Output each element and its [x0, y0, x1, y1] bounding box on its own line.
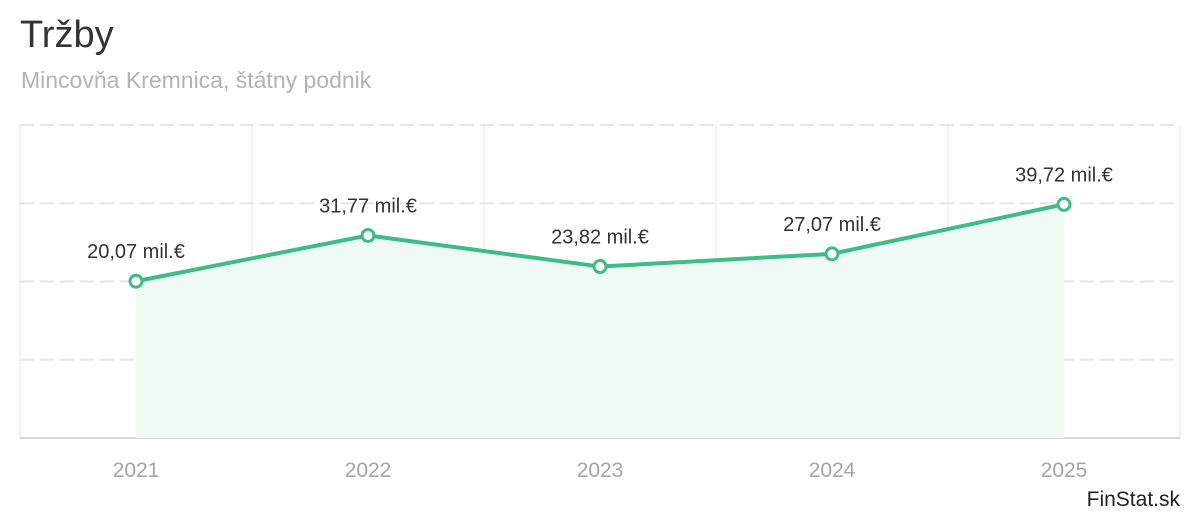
credit-label[interactable]: FinStat.sk	[1086, 488, 1180, 511]
data-point	[824, 246, 840, 262]
x-tick-label: 2024	[809, 459, 856, 482]
chart-title: Tržby	[20, 14, 114, 56]
data-point	[592, 259, 608, 275]
data-point	[128, 273, 144, 289]
x-tick-label: 2023	[577, 459, 624, 482]
data-label: 23,82 mil.€	[551, 227, 649, 249]
data-label: 39,72 mil.€	[1015, 164, 1113, 186]
series-area	[136, 204, 1064, 438]
data-point	[1056, 196, 1072, 212]
x-tick-label: 2022	[345, 459, 392, 482]
data-label: 27,07 mil.€	[783, 214, 881, 236]
data-point	[360, 227, 376, 243]
data-label: 20,07 mil.€	[87, 241, 185, 263]
x-tick-label: 2021	[113, 459, 160, 482]
data-label: 31,77 mil.€	[319, 195, 417, 217]
x-tick-label: 2025	[1041, 459, 1088, 482]
chart-subtitle: Mincovňa Kremnica, štátny podnik	[21, 67, 372, 93]
